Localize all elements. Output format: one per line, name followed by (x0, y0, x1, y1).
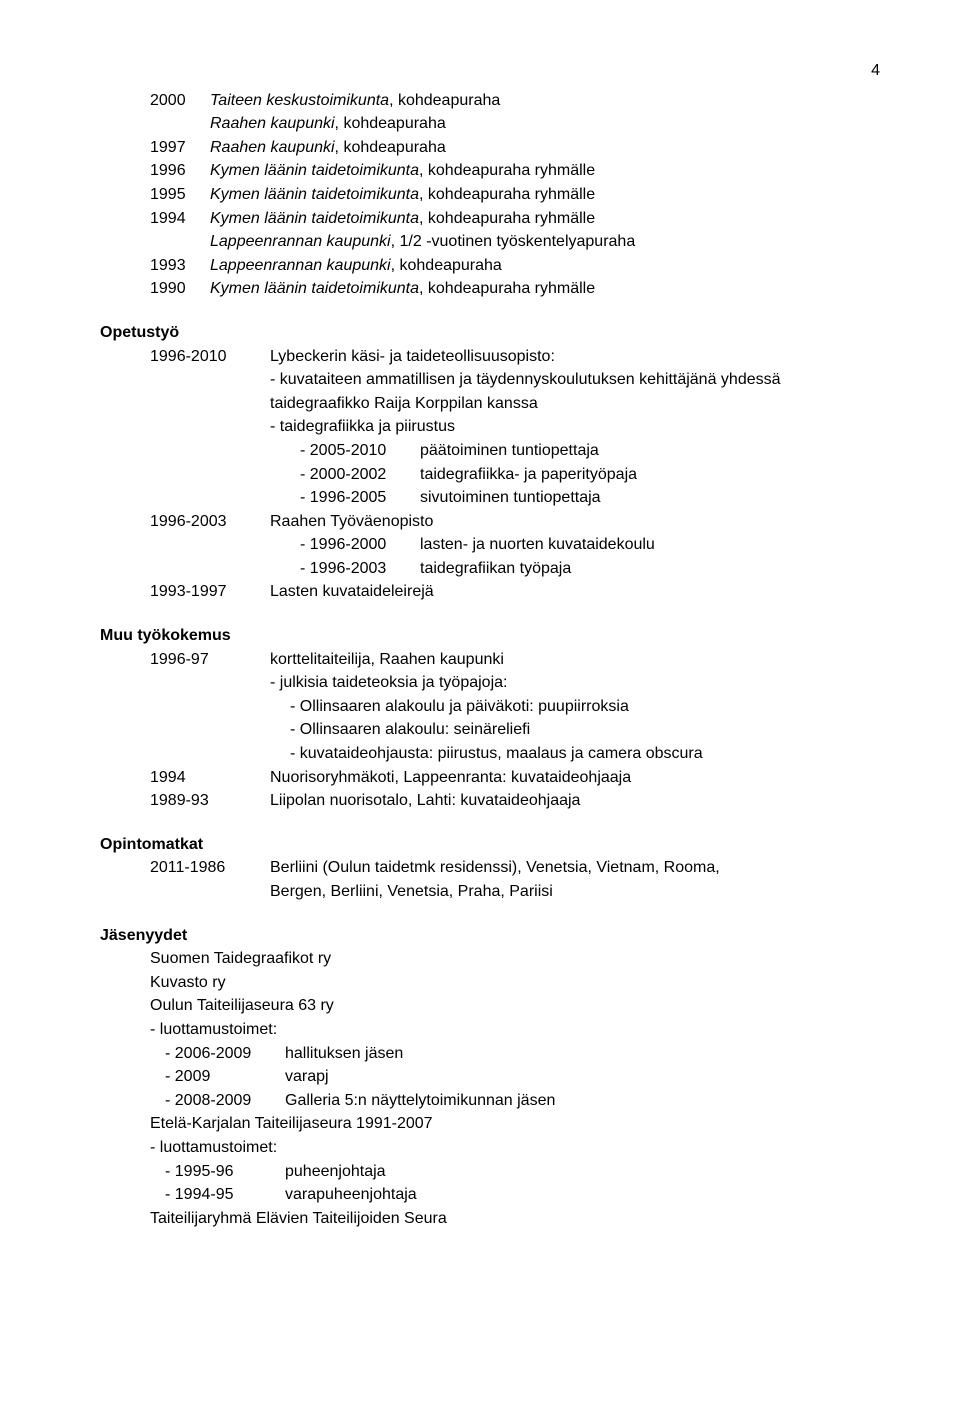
grant-text: Kymen läänin taidetoimikunta, kohdeapura… (210, 278, 880, 300)
grant-text: Raahen kaupunki, kohdeapuraha (210, 113, 880, 135)
membership-name: Suomen Taidegraafikot ry (150, 948, 880, 970)
teaching-sub: - 1996-2003taidegrafiikan työpaja (300, 558, 880, 580)
grant-text: Kymen läänin taidetoimikunta, kohdeapura… (210, 160, 880, 182)
teaching-year: 1996-2003 (150, 511, 270, 533)
workexp-main: korttelitaiteilija, Raahen kaupunki (270, 649, 880, 671)
teaching-main: Lybeckerin käsi- ja taideteollisuusopist… (270, 346, 880, 368)
teaching-heading: Opetustyö (100, 322, 880, 344)
membership-name: Oulun Taiteilijaseura 63 ry (150, 995, 880, 1017)
grant-year: 1995 (150, 184, 210, 206)
membership-sub: - 2009varapj (165, 1066, 880, 1088)
workexp-year: 1994 (150, 767, 270, 789)
grant-year: 1997 (150, 137, 210, 159)
teaching-line: - taidegrafiikka ja piirustus (270, 416, 880, 438)
trips-heading: Opintomatkat (100, 834, 880, 856)
grant-year: 1996 (150, 160, 210, 182)
grant-text: Kymen läänin taidetoimikunta, kohdeapura… (210, 208, 880, 230)
workexp-subline: - kuvataideohjausta: piirustus, maalaus … (290, 743, 880, 765)
grant-year: 1993 (150, 255, 210, 277)
grant-row: 1993Lappeenrannan kaupunki, kohdeapuraha (100, 255, 880, 277)
teaching-year: 1996-2010 (150, 346, 270, 368)
grant-text: Lappeenrannan kaupunki, kohdeapuraha (210, 255, 880, 277)
workexp-line: - julkisia taideteoksia ja työpajoja: (270, 672, 880, 694)
workexp-main: Liipolan nuorisotalo, Lahti: kuvataideoh… (270, 790, 880, 812)
teaching-list: 1996-2010Lybeckerin käsi- ja taideteolli… (100, 346, 880, 604)
grant-year: 1994 (150, 208, 210, 230)
workexp-entry: 1996-97korttelitaiteilija, Raahen kaupun… (100, 649, 880, 671)
memberships-heading: Jäsenyydet (100, 925, 880, 947)
teaching-entry: 1996-2010Lybeckerin käsi- ja taideteolli… (100, 346, 880, 368)
membership-note: - luottamustoimet: (150, 1019, 880, 1041)
teaching-line: - kuvataiteen ammatillisen ja täydennysk… (270, 369, 880, 391)
workexp-entry: 1989-93Liipolan nuorisotalo, Lahti: kuva… (100, 790, 880, 812)
grant-text: Kymen läänin taidetoimikunta, kohdeapura… (210, 184, 880, 206)
workexp-subline: - Ollinsaaren alakoulu: seinäreliefi (290, 719, 880, 741)
membership-sub: - 2008-2009Galleria 5:n näyttelytoimikun… (165, 1090, 880, 1112)
grant-row: 1996Kymen läänin taidetoimikunta, kohdea… (100, 160, 880, 182)
teaching-main: Lasten kuvataideleirejä (270, 581, 880, 603)
trips-body: Berliini (Oulun taidetmk residenssi), Ve… (270, 857, 880, 879)
membership-sub: - 2006-2009hallituksen jäsen (165, 1043, 880, 1065)
grant-year: 2000 (150, 90, 210, 112)
teaching-year: 1993-1997 (150, 581, 270, 603)
grant-row: 2000Taiteen keskustoimikunta, kohdeapura… (100, 90, 880, 112)
workexp-year: 1996-97 (150, 649, 270, 671)
page-number: 4 (100, 60, 880, 82)
membership-sub: - 1994-95varapuheenjohtaja (165, 1184, 880, 1206)
grant-year (150, 113, 210, 135)
grants-list: 2000Taiteen keskustoimikunta, kohdeapura… (100, 90, 880, 300)
grant-text: Raahen kaupunki, kohdeapuraha (210, 137, 880, 159)
grant-row: Lappeenrannan kaupunki, 1/2 -vuotinen ty… (100, 231, 880, 253)
trips-entry: 2011-1986 Berliini (Oulun taidetmk resid… (100, 857, 880, 879)
grant-year: 1990 (150, 278, 210, 300)
grant-row: 1995Kymen läänin taidetoimikunta, kohdea… (100, 184, 880, 206)
workexp-list: 1996-97korttelitaiteilija, Raahen kaupun… (100, 649, 880, 812)
workexp-entry: 1994Nuorisoryhmäkoti, Lappeenranta: kuva… (100, 767, 880, 789)
memberships-list: Suomen Taidegraafikot ryKuvasto ryOulun … (100, 948, 880, 1229)
membership-name: Etelä-Karjalan Taiteilijaseura 1991-2007 (150, 1113, 880, 1135)
membership-name: Kuvasto ry (150, 972, 880, 994)
teaching-sub: - 2000-2002taidegrafiikka- ja paperityöp… (300, 464, 880, 486)
workexp-main: Nuorisoryhmäkoti, Lappeenranta: kuvataid… (270, 767, 880, 789)
grant-year (150, 231, 210, 253)
teaching-sub: - 1996-2000lasten- ja nuorten kuvataidek… (300, 534, 880, 556)
grant-row: 1997Raahen kaupunki, kohdeapuraha (100, 137, 880, 159)
workexp-year: 1989-93 (150, 790, 270, 812)
membership-note: - luottamustoimet: (150, 1137, 880, 1159)
grant-row: Raahen kaupunki, kohdeapuraha (100, 113, 880, 135)
membership-name: Taiteilijaryhmä Elävien Taiteilijoiden S… (150, 1208, 880, 1230)
membership-sub: - 1995-96puheenjohtaja (165, 1161, 880, 1183)
workexp-subline: - Ollinsaaren alakoulu ja päiväkoti: puu… (290, 696, 880, 718)
teaching-main: Raahen Työväenopisto (270, 511, 880, 533)
grant-text: Taiteen keskustoimikunta, kohdeapuraha (210, 90, 880, 112)
trips-line2: Bergen, Berliini, Venetsia, Praha, Parii… (270, 881, 880, 903)
grant-text: Lappeenrannan kaupunki, 1/2 -vuotinen ty… (210, 231, 880, 253)
grant-row: 1990Kymen läänin taidetoimikunta, kohdea… (100, 278, 880, 300)
teaching-sub: - 2005-2010päätoiminen tuntiopettaja (300, 440, 880, 462)
workexp-heading: Muu työkokemus (100, 625, 880, 647)
trips-year: 2011-1986 (150, 857, 270, 879)
teaching-entry: 1996-2003Raahen Työväenopisto (100, 511, 880, 533)
teaching-line: taidegraafikko Raija Korppilan kanssa (270, 393, 880, 415)
teaching-sub: - 1996-2005sivutoiminen tuntiopettaja (300, 487, 880, 509)
teaching-entry: 1993-1997Lasten kuvataideleirejä (100, 581, 880, 603)
grant-row: 1994Kymen läänin taidetoimikunta, kohdea… (100, 208, 880, 230)
